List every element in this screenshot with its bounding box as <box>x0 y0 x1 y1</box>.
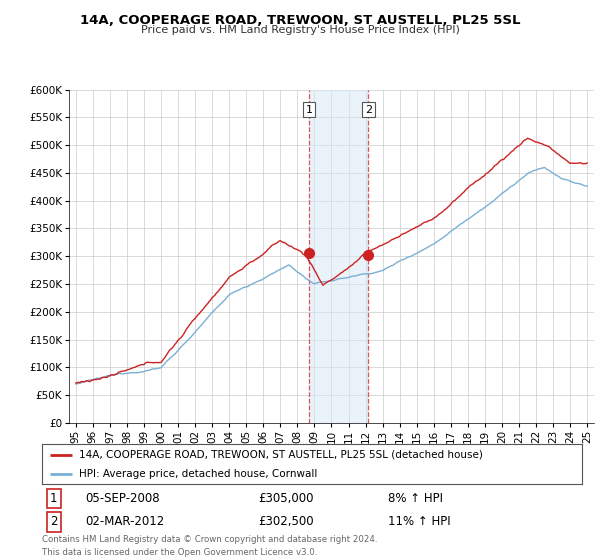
Text: 02-MAR-2012: 02-MAR-2012 <box>85 515 164 529</box>
Text: 8% ↑ HPI: 8% ↑ HPI <box>388 492 443 505</box>
Bar <box>309 90 368 423</box>
Text: Price paid vs. HM Land Registry's House Price Index (HPI): Price paid vs. HM Land Registry's House … <box>140 25 460 35</box>
Text: 2: 2 <box>365 105 372 115</box>
Text: £305,000: £305,000 <box>258 492 314 505</box>
Text: 14A, COOPERAGE ROAD, TREWOON, ST AUSTELL, PL25 5SL (detached house): 14A, COOPERAGE ROAD, TREWOON, ST AUSTELL… <box>79 450 482 460</box>
Text: 05-SEP-2008: 05-SEP-2008 <box>85 492 160 505</box>
Text: This data is licensed under the Open Government Licence v3.0.: This data is licensed under the Open Gov… <box>42 548 317 557</box>
Text: 1: 1 <box>50 492 58 505</box>
Text: 11% ↑ HPI: 11% ↑ HPI <box>388 515 450 529</box>
Text: Contains HM Land Registry data © Crown copyright and database right 2024.: Contains HM Land Registry data © Crown c… <box>42 535 377 544</box>
Text: HPI: Average price, detached house, Cornwall: HPI: Average price, detached house, Corn… <box>79 469 317 478</box>
Text: £302,500: £302,500 <box>258 515 314 529</box>
Text: 1: 1 <box>305 105 313 115</box>
Text: 14A, COOPERAGE ROAD, TREWOON, ST AUSTELL, PL25 5SL: 14A, COOPERAGE ROAD, TREWOON, ST AUSTELL… <box>80 14 520 27</box>
Text: 2: 2 <box>50 515 58 529</box>
